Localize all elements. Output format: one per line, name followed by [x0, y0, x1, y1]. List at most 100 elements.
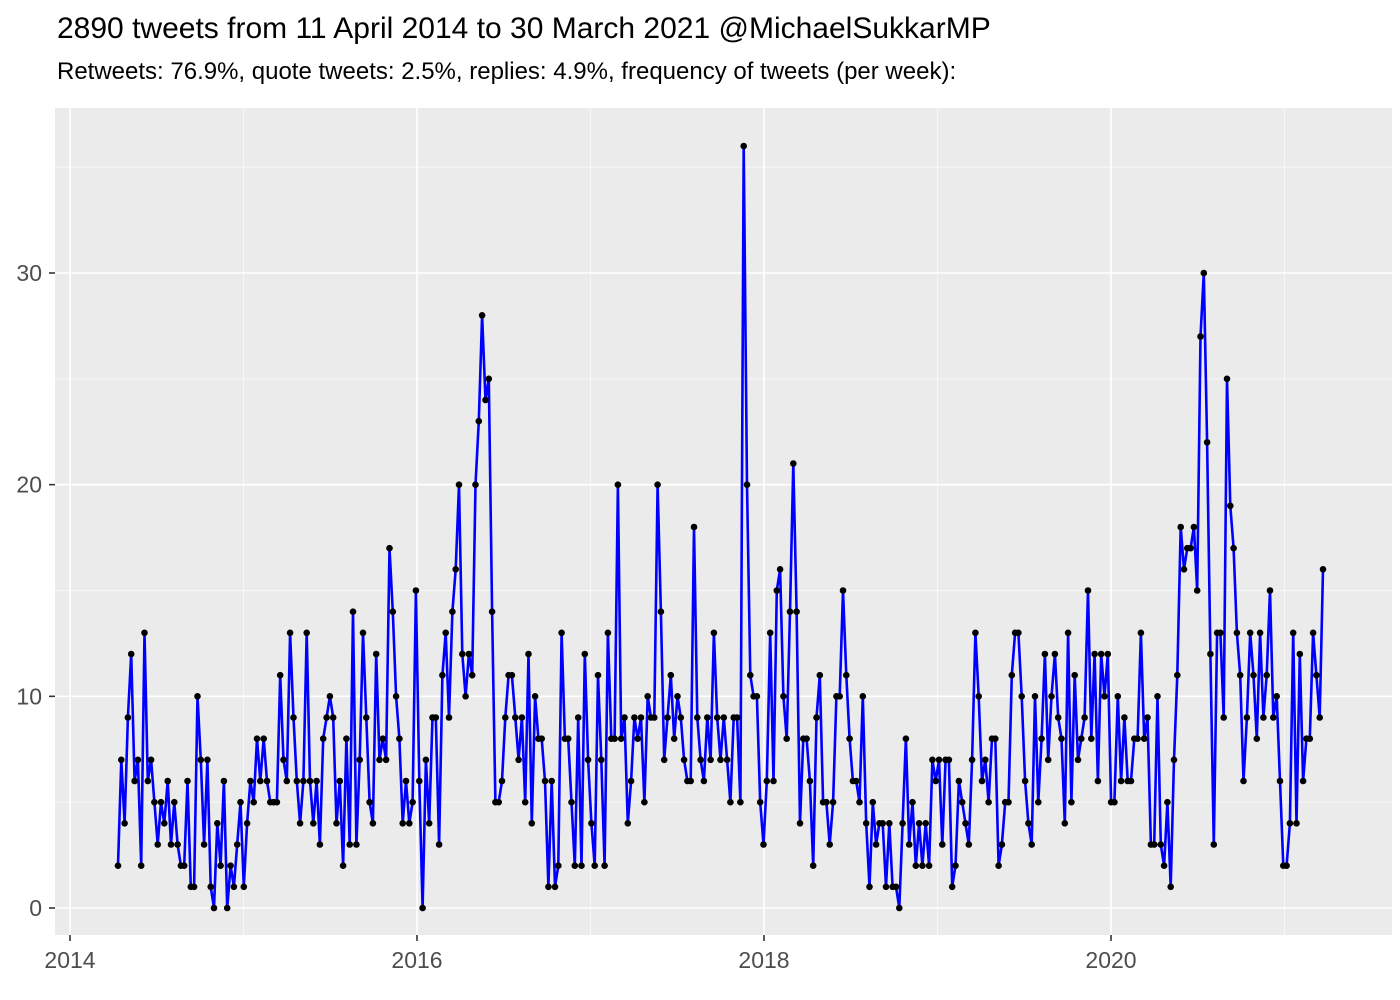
data-point [389, 608, 397, 615]
data-point [1174, 671, 1181, 679]
data-point [995, 862, 1002, 869]
data-point [905, 841, 913, 848]
data-point [114, 862, 122, 869]
data-point [1058, 735, 1065, 742]
data-point [1233, 629, 1241, 637]
data-point [339, 862, 347, 869]
data-point [872, 841, 880, 848]
data-point [624, 820, 632, 827]
data-point [482, 396, 489, 404]
data-point [601, 862, 608, 869]
data-point [1097, 650, 1105, 658]
data-point [190, 883, 198, 891]
data-point [992, 735, 999, 742]
data-point [485, 375, 493, 383]
data-point [670, 735, 678, 742]
data-point [1028, 841, 1035, 848]
data-point [313, 777, 320, 785]
data-point [564, 735, 572, 742]
data-point [386, 544, 393, 552]
data-point [1068, 798, 1075, 806]
data-point [919, 862, 926, 869]
data-point [972, 629, 979, 637]
data-point [856, 798, 863, 806]
data-point [541, 777, 549, 785]
data-point [366, 798, 373, 806]
data-point [687, 777, 694, 785]
data-point [545, 883, 552, 891]
data-point [806, 777, 814, 785]
data-points [114, 142, 1327, 912]
data-point [465, 650, 473, 658]
data-point [316, 841, 324, 848]
chart-title: 2890 tweets from 11 April 2014 to 30 Mar… [57, 12, 991, 45]
data-point [786, 608, 794, 615]
data-point [621, 714, 628, 721]
data-point [998, 841, 1006, 848]
data-point [353, 841, 360, 848]
data-point [651, 714, 658, 721]
data-point [803, 735, 810, 742]
data-point [948, 883, 956, 891]
data-point [1167, 883, 1174, 891]
data-point [1170, 756, 1178, 764]
data-point [521, 798, 529, 806]
data-point [409, 798, 416, 806]
y-tick-label: 20 [16, 472, 42, 498]
data-point [363, 714, 370, 721]
data-point [965, 841, 973, 848]
data-point [488, 608, 496, 615]
data-point [356, 756, 364, 764]
data-point [584, 756, 592, 764]
data-point [1286, 820, 1294, 827]
data-point [1200, 269, 1208, 277]
data-point [240, 883, 248, 891]
data-point [955, 777, 963, 785]
data-point [1127, 777, 1135, 785]
data-point [1190, 523, 1198, 531]
data-point [723, 756, 731, 764]
data-point [909, 798, 916, 806]
data-point [1270, 714, 1277, 721]
data-point [230, 883, 238, 891]
data-point [455, 481, 463, 489]
data-point [502, 714, 509, 721]
data-point [167, 841, 175, 848]
data-point [555, 862, 562, 869]
data-point [704, 714, 711, 721]
data-point [591, 862, 598, 869]
data-point [680, 756, 688, 764]
data-point [144, 777, 152, 785]
data-point [319, 735, 327, 742]
data-point [1309, 629, 1317, 637]
data-point [1197, 333, 1204, 340]
data-point [809, 862, 817, 869]
data-point [747, 671, 754, 679]
data-point [1044, 756, 1052, 764]
data-point [1316, 714, 1323, 721]
data-point [1091, 650, 1098, 658]
data-point [627, 777, 635, 785]
data-point [1260, 714, 1267, 721]
data-point [862, 820, 870, 827]
data-point [710, 629, 718, 637]
data-point [157, 798, 165, 806]
data-point [1266, 587, 1274, 594]
data-point [568, 798, 575, 806]
data-point [574, 714, 582, 721]
data-point [1104, 650, 1112, 658]
data-point [276, 671, 284, 679]
data-point [1293, 820, 1300, 827]
data-point [1289, 629, 1297, 637]
data-point [263, 777, 271, 785]
data-point [161, 820, 168, 827]
data-point [899, 820, 906, 827]
data-point [776, 566, 784, 573]
data-point [1180, 566, 1188, 573]
data-point [1227, 502, 1234, 510]
data-point [280, 756, 287, 764]
data-point [416, 777, 423, 785]
data-point [760, 841, 767, 848]
